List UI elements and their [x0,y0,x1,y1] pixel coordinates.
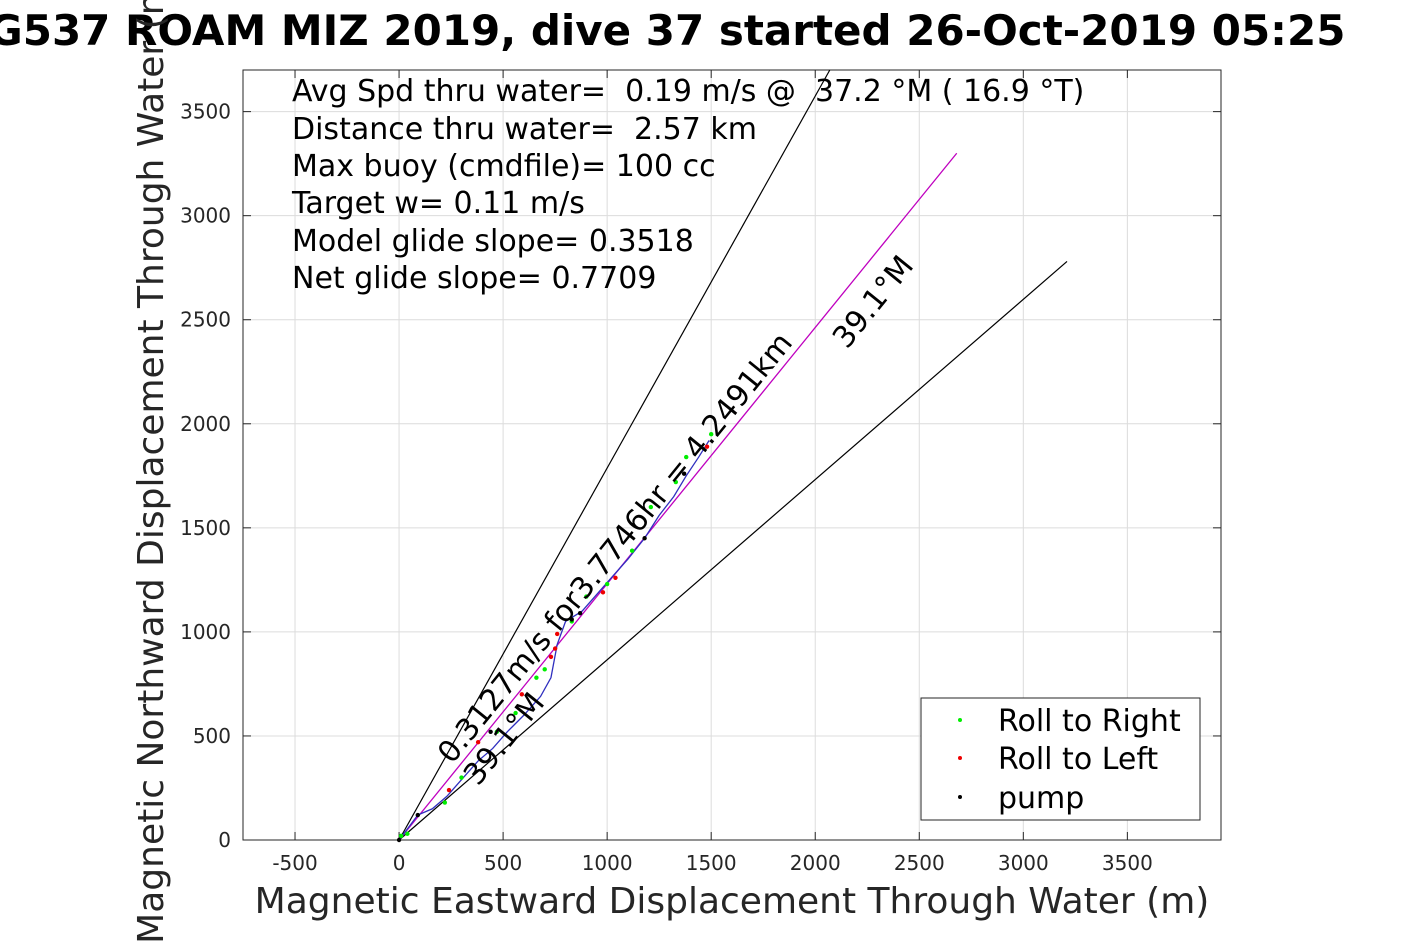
marker-pump [681,471,687,476]
marker-pump [488,729,493,734]
marker-roll-to-right [542,667,547,672]
legend: Roll to Right Roll to Left pump [920,697,1201,821]
legend-label-roll-left: Roll to Left [998,742,1158,777]
heading-cone-line [398,69,831,841]
x-tick-label: 3500 [1102,851,1153,875]
marker-roll-to-right [405,831,410,836]
model-track-annotation: 0.3127m/s for3.7746hr = 4.2491km [431,326,800,770]
y-tick-label: 1500 [180,516,231,540]
marker-roll-to-left [613,575,618,580]
marker-roll-to-right [459,775,464,780]
marker-roll-to-right [534,675,539,680]
x-tick-label: 1000 [582,851,633,875]
x-axis-label: Magnetic Eastward Displacement Through W… [255,881,1210,922]
marker-roll-to-left [600,590,606,595]
x-tick-label: 3000 [998,851,1049,875]
y-tick-label: 0 [218,828,231,852]
marker-roll-to-left [704,444,710,449]
marker-roll-to-right [494,729,500,734]
legend-marker-roll-left [958,756,962,760]
legend-label-roll-right: Roll to Right [998,704,1181,739]
marker-roll-to-left [519,692,525,697]
marker-roll-to-left [446,787,452,793]
y-tick-label: 1000 [180,620,231,644]
plot-area-border [242,69,1222,841]
marker-pump [577,610,583,616]
chart-title: SG537 ROAM MIZ 2019, dive 37 started 26-… [0,6,1345,55]
y-axis-label: Magnetic Northward Displacement Through … [131,0,172,944]
legend-box [920,697,1201,821]
model-track-line [398,152,958,841]
marker-roll-to-left [475,739,481,745]
legend-marker-roll-right [958,718,962,722]
y-tick-label: 2000 [180,412,231,436]
axis-ticks: -500 0 500 1000 1500 2000 2500 3000 3500 0 500 1000… [180,70,1221,875]
y-tick-label: 2500 [180,308,231,332]
legend-marker-pump [958,795,962,799]
marker-pump [569,617,574,622]
marker-pump [415,812,420,818]
x-tick-label: -500 [272,851,317,875]
info-line-target-w: Target w= 0.11 m/s [291,186,585,221]
marker-roll-to-left [552,646,558,651]
info-box: Avg Spd thru water= 0.19 m/s @ 37.2 °M (… [291,74,1084,296]
marker-roll-to-right [629,548,635,553]
marker-pump [642,536,647,541]
marker-roll-to-right [648,504,654,510]
info-line-avg-speed: Avg Spd thru water= 0.19 m/s @ 37.2 °M (… [292,74,1084,109]
info-line-net-glide: Net glide slope= 0.7709 [292,261,656,296]
info-line-model-glide: Model glide slope= 0.3518 [292,224,694,259]
plot-lines [398,69,1068,841]
marker-roll-to-right [398,833,404,839]
x-tick-label: 2000 [790,851,841,875]
marker-roll-to-right [513,710,518,716]
legend-label-pump: pump [998,781,1084,816]
dive-track-line [398,440,710,841]
y-tick-label: 3000 [180,204,231,228]
marker-roll-to-left [555,631,560,637]
heading-annotation-upper: 39.1°M [826,249,921,355]
grid [243,70,1221,841]
x-tick-label: 500 [484,851,522,875]
heading-cone-line [398,261,1068,841]
marker-pump [396,837,402,843]
marker-roll-to-right [673,479,679,485]
marker-roll-to-left [548,654,554,660]
y-tick-label: 3500 [180,100,231,124]
marker-roll-to-right [684,454,689,460]
x-tick-label: 1500 [686,851,737,875]
y-tick-label: 500 [193,724,231,748]
marker-roll-to-right [442,800,448,805]
info-line-max-buoy: Max buoy (cmdfile)= 100 cc [292,149,716,184]
x-tick-label: 0 [393,851,406,875]
x-tick-label: 2500 [894,851,945,875]
plot-markers [396,431,714,843]
marker-roll-to-right [604,581,610,587]
marker-roll-to-right [584,594,589,599]
marker-roll-to-right [708,431,714,437]
info-line-distance: Distance thru water= 2.57 km [292,112,757,147]
